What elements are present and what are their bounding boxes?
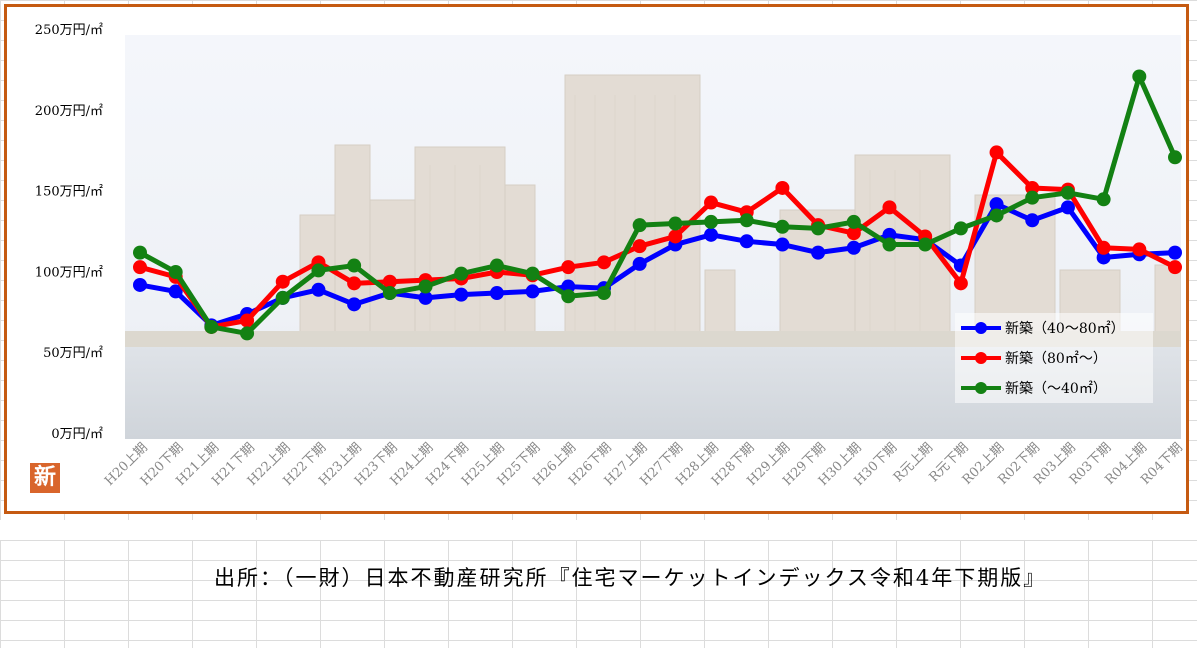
legend-label: 新築（～40㎡） [1005, 381, 1107, 397]
chart-frame[interactable]: 0万円/㎡ 50万円/㎡ 100万円/㎡ 150万円/㎡ 200万円/㎡ 250万円/㎡ H… [4, 4, 1189, 514]
data-point [133, 277, 147, 292]
data-point [882, 237, 897, 252]
data-point [525, 266, 540, 281]
y-tick-label: 150万円/㎡ [35, 185, 103, 200]
data-point [347, 297, 362, 312]
data-point [454, 287, 469, 302]
data-point [1025, 190, 1040, 205]
data-point [1096, 250, 1111, 265]
series-line-1 [137, 149, 1178, 330]
data-point [1060, 200, 1075, 215]
data-point [240, 326, 255, 341]
data-point [275, 290, 290, 305]
legend-item-under-40: 新築（～40㎡） [961, 375, 1107, 401]
legend-swatch-blue [961, 315, 1001, 341]
new-badge-icon: 新 [30, 463, 60, 493]
data-point [1132, 242, 1147, 257]
data-point [561, 279, 576, 294]
data-point [882, 200, 897, 215]
data-point [739, 213, 754, 228]
plot-area [125, 35, 1181, 439]
data-point [775, 219, 790, 234]
data-point [632, 256, 647, 271]
data-point [418, 290, 433, 305]
data-point [1168, 245, 1182, 260]
data-point [561, 260, 576, 275]
legend-swatch-green [961, 375, 1001, 401]
data-point [989, 145, 1004, 160]
data-point [632, 218, 647, 233]
data-point [775, 237, 790, 252]
y-tick-label: 200万円/㎡ [35, 104, 103, 119]
data-point [1168, 260, 1182, 275]
line-chart: 0万円/㎡50万円/㎡100万円/㎡150万円/㎡200万円/㎡250万円/㎡H… [35, 23, 1186, 489]
data-point [704, 227, 719, 242]
data-point [489, 258, 504, 273]
data-point [846, 240, 861, 255]
data-point [275, 274, 290, 289]
data-point [240, 313, 255, 328]
data-point [918, 237, 933, 252]
data-point [204, 319, 219, 334]
source-note: 出所：（一財）日本不動産研究所『住宅マーケットインデックス令和4年下期版』 [214, 566, 1047, 590]
data-point [133, 260, 147, 275]
data-point [1025, 180, 1040, 195]
y-tick-label: 250万円/㎡ [35, 23, 103, 38]
data-point [1096, 192, 1111, 207]
data-point [668, 216, 683, 231]
data-point [1132, 69, 1147, 84]
data-point [1060, 185, 1075, 200]
data-point [811, 245, 826, 260]
data-point [989, 208, 1004, 223]
data-point [704, 214, 719, 229]
data-point [561, 289, 576, 304]
data-point [739, 234, 754, 249]
data-point [382, 286, 397, 301]
legend-label: 新築（40～80㎡） [1005, 321, 1125, 337]
sheet-area [0, 520, 1197, 540]
legend: 新築（40～80㎡） 新築（80㎡～） 新築（～40㎡） [955, 313, 1153, 403]
data-point [311, 263, 326, 278]
data-point [454, 266, 469, 281]
background-photo [125, 35, 1181, 439]
data-point [1168, 150, 1182, 165]
data-point [596, 286, 611, 301]
data-point [846, 214, 861, 229]
legend-swatch-red [961, 345, 1001, 371]
data-point [596, 255, 611, 270]
y-tick-label: 50万円/㎡ [43, 346, 103, 361]
data-point [775, 180, 790, 195]
data-point [168, 284, 183, 299]
data-point [953, 221, 968, 236]
data-point [418, 279, 433, 294]
data-point [882, 227, 897, 242]
data-point [382, 274, 397, 289]
legend-item-80-plus: 新築（80㎡～） [961, 345, 1107, 371]
data-point [846, 226, 861, 241]
data-point [347, 258, 362, 273]
data-point [1025, 213, 1040, 228]
data-point [1096, 240, 1111, 255]
legend-item-40-80: 新築（40～80㎡） [961, 315, 1125, 341]
data-point [704, 195, 719, 210]
legend-label: 新築（80㎡～） [1005, 351, 1107, 367]
data-point [953, 276, 968, 291]
data-point [525, 284, 540, 299]
y-tick-label: 100万円/㎡ [35, 265, 103, 280]
data-point [632, 239, 647, 254]
data-point [311, 282, 326, 297]
y-tick-label: 0万円/㎡ [51, 427, 103, 442]
data-point [989, 197, 1004, 212]
data-point [168, 265, 183, 280]
data-point [668, 229, 683, 244]
data-point [347, 276, 362, 291]
data-point [489, 286, 504, 301]
data-point [133, 245, 147, 260]
data-point [811, 221, 826, 236]
badge-label: 新 [33, 465, 56, 490]
